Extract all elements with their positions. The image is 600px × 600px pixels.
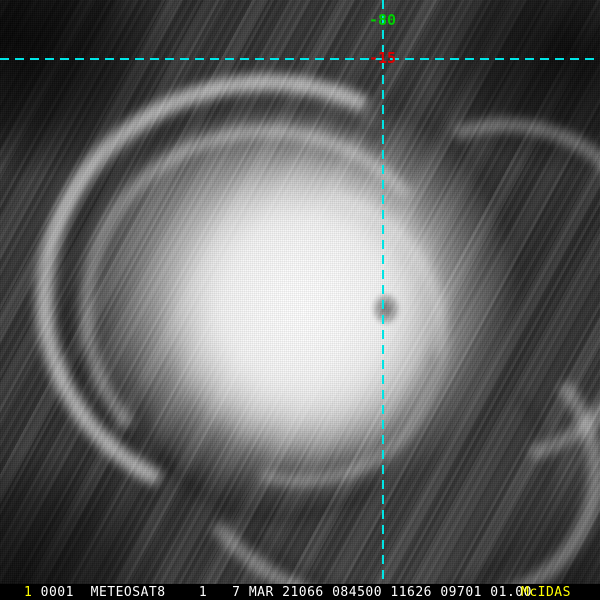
- frame-number: 1: [24, 585, 33, 600]
- cyclone-eye: [373, 294, 399, 324]
- latitude-label: -15: [369, 49, 397, 67]
- central-dense-overcast-core: [120, 150, 460, 510]
- longitude-label: -80: [369, 11, 397, 29]
- longitude-gridline: [382, 0, 384, 584]
- frame-info-rest: 0001 METEOSAT8 1 7 MAR 21066 084500 1162…: [32, 585, 532, 600]
- frame-info-text: 1 0001 METEOSAT8 1 7 MAR 21066 084500 11…: [24, 585, 532, 600]
- latitude-gridline: [0, 58, 600, 60]
- mcidas-brand-label: McIDAS: [521, 585, 571, 600]
- image-info-bar: 1 0001 METEOSAT8 1 7 MAR 21066 084500 11…: [0, 584, 600, 600]
